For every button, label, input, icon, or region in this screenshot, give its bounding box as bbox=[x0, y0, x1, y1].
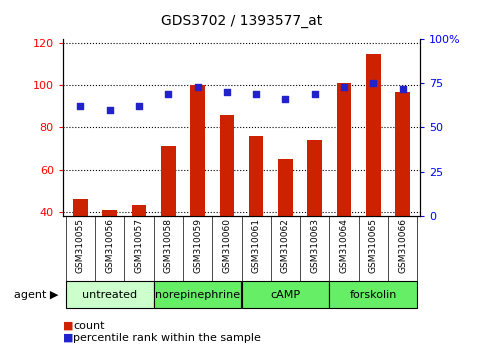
Bar bbox=[66, 281, 154, 308]
Bar bbox=[337, 83, 351, 216]
Bar bbox=[161, 147, 176, 216]
Point bbox=[282, 96, 289, 102]
Bar bbox=[132, 205, 146, 216]
Text: count: count bbox=[73, 321, 105, 331]
Point bbox=[164, 91, 172, 97]
Text: GSM310066: GSM310066 bbox=[398, 218, 407, 273]
Text: ■: ■ bbox=[63, 321, 73, 331]
Text: cAMP: cAMP bbox=[270, 290, 300, 300]
Text: GSM310058: GSM310058 bbox=[164, 218, 173, 273]
Bar bbox=[102, 210, 117, 216]
Bar bbox=[154, 281, 242, 308]
Text: GSM310056: GSM310056 bbox=[105, 218, 114, 273]
Point bbox=[135, 103, 143, 109]
Bar bbox=[242, 281, 329, 308]
Point bbox=[340, 84, 348, 90]
Text: GSM310064: GSM310064 bbox=[340, 218, 349, 273]
Point bbox=[76, 103, 84, 109]
Bar bbox=[249, 136, 263, 216]
Point bbox=[106, 107, 114, 113]
Text: agent ▶: agent ▶ bbox=[14, 290, 58, 300]
Bar bbox=[329, 281, 417, 308]
Bar bbox=[307, 140, 322, 216]
Text: GSM310060: GSM310060 bbox=[222, 218, 231, 273]
Text: ■: ■ bbox=[63, 333, 73, 343]
Point bbox=[194, 84, 201, 90]
Text: percentile rank within the sample: percentile rank within the sample bbox=[73, 333, 261, 343]
Text: GSM310057: GSM310057 bbox=[134, 218, 143, 273]
Text: GDS3702 / 1393577_at: GDS3702 / 1393577_at bbox=[161, 14, 322, 28]
Bar bbox=[278, 159, 293, 216]
Bar bbox=[220, 115, 234, 216]
Bar bbox=[73, 199, 88, 216]
Bar bbox=[190, 85, 205, 216]
Bar bbox=[395, 92, 410, 216]
Point bbox=[252, 91, 260, 97]
Text: GSM310055: GSM310055 bbox=[76, 218, 85, 273]
Point bbox=[399, 86, 407, 91]
Text: GSM310061: GSM310061 bbox=[252, 218, 261, 273]
Text: norepinephrine: norepinephrine bbox=[155, 290, 240, 300]
Point bbox=[311, 91, 319, 97]
Text: forskolin: forskolin bbox=[350, 290, 397, 300]
Text: GSM310062: GSM310062 bbox=[281, 218, 290, 273]
Point bbox=[223, 89, 231, 95]
Bar bbox=[366, 54, 381, 216]
Text: GSM310063: GSM310063 bbox=[310, 218, 319, 273]
Point bbox=[369, 80, 377, 86]
Text: GSM310065: GSM310065 bbox=[369, 218, 378, 273]
Text: untreated: untreated bbox=[82, 290, 137, 300]
Text: GSM310059: GSM310059 bbox=[193, 218, 202, 273]
